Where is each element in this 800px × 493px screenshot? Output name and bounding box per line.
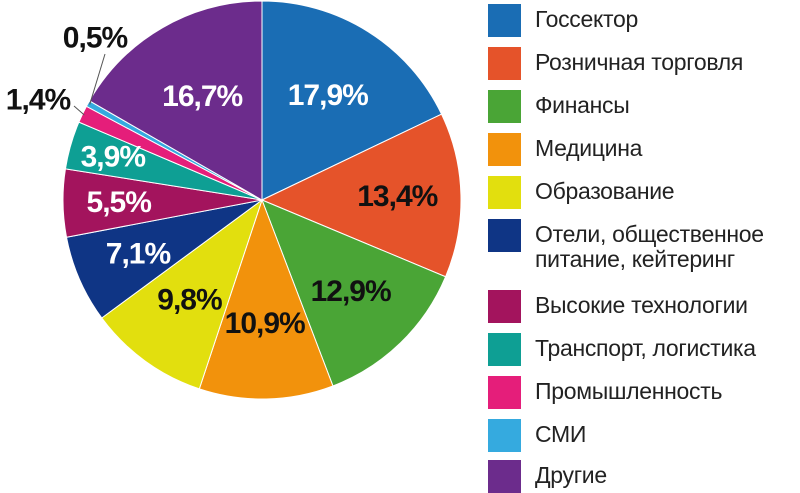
legend-item-2: Розничная торговля [488,47,743,80]
legend-swatch [488,219,521,252]
legend-item-1: Госсектор [488,4,638,37]
legend-item-11: Другие [488,460,607,493]
legend-label: Отели, общественное питание, кейтеринг [535,221,764,272]
legend-swatch [488,133,521,166]
legend-swatch [488,4,521,37]
legend-swatch [488,47,521,80]
pie-slice-11 [88,0,263,201]
legend-label: Розничная торговля [535,49,743,75]
pie-value-label-2: 13,4% [357,180,437,213]
legend-swatch [488,176,521,209]
legend-swatch [488,419,521,452]
pie-value-labels: 17,9% 13,4% 12,9%10,9%9,8% 7,1% 5,5% 3,9% 1,4%… [4,20,439,340]
legend-swatch [488,333,521,366]
legend-label: Высокие технологии [535,292,748,318]
legend-label: Финансы [535,92,630,118]
legend-item-6: Отели, общественное питание, кейтеринг [488,219,764,272]
pie-value-label-5: 9,8% [157,283,222,316]
pie-value-label-10: 0,5% [63,22,128,55]
legend-item-9: Промышленность [488,376,722,409]
legend-label: Другие [535,462,607,488]
leader-line-10 [89,53,106,105]
pie-slice-2 [260,113,462,278]
pie-value-label-8: 3,9% [81,141,146,174]
legend-swatch [488,290,521,323]
pie-value-label-7: 5,5% [87,186,152,219]
pie-slice-4 [198,198,334,400]
legend-label: Транспорт, логистика [535,335,756,361]
legend-swatch [488,460,521,493]
legend-label: СМИ [535,421,587,447]
legend-label: Промышленность [535,378,723,404]
legend-item-8: Транспорт, логистика [488,333,756,366]
pie-value-label-6: 7,1% [106,238,171,271]
pie-slice-5 [101,198,263,390]
legend-label: Госсектор [535,6,638,32]
pie-value-label-9: 1,4% [6,84,71,117]
legend-item-10: СМИ [488,419,586,452]
pie-value-label-3: 12,9% [311,275,391,308]
legend-swatch [488,376,521,409]
pie-value-label-11: 16,7% [162,80,242,113]
legend-label: Медицина [535,135,643,161]
pie-slice-1 [261,0,443,201]
legend-item-4: Медицина [488,133,642,166]
pie-value-label-1: 17,9% [288,79,368,112]
leader-line-9 [73,105,85,116]
legend-item-7: Высокие технологии [488,290,748,323]
legend-item-3: Финансы [488,90,630,123]
pie-chart: 17,9% 13,4% 12,9%10,9%9,8% 7,1% 5,5% 3,9% 1,4%… [4,0,462,400]
pie-slices [62,0,462,400]
pie-value-label-4: 10,9% [225,307,305,340]
pie-slice-3 [261,199,447,387]
legend-label: Образование [535,178,675,204]
leader-lines [73,53,106,116]
legend-item-5: Образование [488,176,675,209]
legend-swatch [488,90,521,123]
